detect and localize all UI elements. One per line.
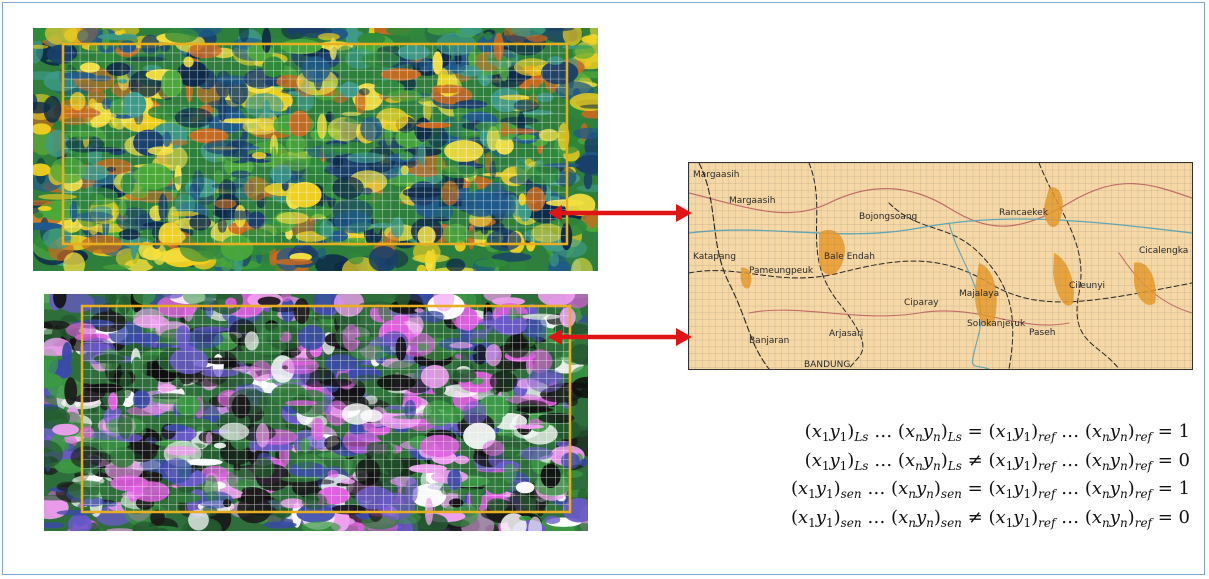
- landsat-grid-box: [61, 42, 569, 246]
- map-label: Margaasih: [693, 170, 739, 180]
- sentinel-classified-image: [44, 294, 588, 531]
- equation-row: (x1y1)sen … (xnyn)sen ≠ (x1y1)ref … (xny…: [790, 506, 1190, 530]
- map-label: Bale Endah: [824, 252, 875, 262]
- map-label: Rancaekek: [999, 208, 1049, 218]
- map-label: Katapang: [693, 252, 736, 262]
- map-label: Majalaya: [959, 289, 999, 299]
- sentinel-grid-box: [80, 304, 572, 514]
- map-label: Bojongsoang: [859, 212, 917, 222]
- equation-row: (x1y1)Ls … (xnyn)Ls = (x1y1)ref … (xnyn)…: [804, 421, 1190, 444]
- reference-map: Margaasih Margaasih Katapang Pameungpeuk…: [688, 162, 1193, 370]
- landsat-classified-image: [33, 28, 598, 271]
- map-label: Banjaran: [749, 336, 789, 346]
- map-label: BANDUNG: [804, 360, 850, 369]
- equation-row: (x1y1)sen … (xnyn)sen = (x1y1)ref … (xny…: [790, 478, 1190, 501]
- map-label: Cileunyi: [1069, 281, 1105, 291]
- map-label: Pameungpeuk: [749, 266, 814, 276]
- map-label: Paseh: [1029, 328, 1055, 338]
- map-label: Solokanjeruk: [967, 319, 1026, 329]
- equations-block: (x1y1)Ls … (xnyn)Ls = (x1y1)ref … (xnyn)…: [655, 418, 1190, 532]
- map-label: Cicalengka: [1139, 246, 1188, 256]
- map-label: Arjasari: [829, 329, 863, 339]
- map-label: Margaasih: [729, 196, 775, 206]
- equation-row: (x1y1)Ls … (xnyn)Ls ≠ (x1y1)ref … (xnyn)…: [804, 449, 1190, 473]
- map-label: Ciparay: [904, 298, 939, 308]
